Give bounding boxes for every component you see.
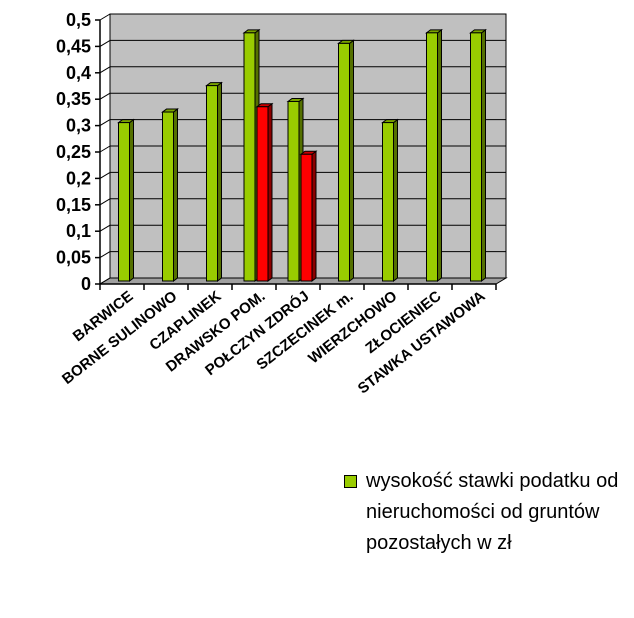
- y-tick-label: 0,3: [66, 116, 91, 136]
- bar: [162, 111, 174, 282]
- bar: [287, 100, 300, 282]
- grid-line-side: [99, 224, 111, 232]
- bar-side: [481, 28, 486, 282]
- bar-side: [129, 118, 134, 282]
- bar-side: [311, 150, 317, 282]
- grid-line-side: [99, 66, 111, 74]
- y-tick-label: 0,4: [66, 63, 91, 83]
- grid-line-side: [99, 251, 111, 259]
- bar-side: [349, 39, 354, 282]
- bar-side: [217, 81, 222, 282]
- bar: [338, 42, 350, 282]
- bar-side: [393, 118, 398, 282]
- grid-line-side: [99, 119, 111, 127]
- bar-secondary: [256, 106, 269, 282]
- y-tick-label: 0,2: [66, 168, 91, 188]
- grid-line-side: [99, 13, 111, 21]
- bar-side: [267, 102, 273, 282]
- bar-secondary: [300, 153, 313, 282]
- bar: [426, 32, 438, 282]
- y-tick-label: 0,5: [66, 10, 91, 30]
- grid-line-side: [99, 92, 111, 100]
- bar: [382, 122, 394, 282]
- bar: [243, 32, 256, 282]
- grid-line-side: [99, 145, 111, 153]
- y-tick-label: 0,45: [56, 36, 91, 56]
- y-tick-label: 0,35: [56, 89, 91, 109]
- grid-line-side: [99, 198, 111, 206]
- bar: [118, 122, 130, 282]
- y-tick-label: 0,05: [56, 248, 91, 268]
- bar: [470, 32, 482, 282]
- grid-line-side: [99, 39, 111, 47]
- y-tick-label: 0,25: [56, 142, 91, 162]
- legend: wysokość stawki podatku od nieruchomości…: [344, 466, 629, 559]
- y-tick-label: 0,15: [56, 195, 91, 215]
- y-tick-label: 0: [81, 274, 91, 294]
- grid-line-side: [99, 277, 111, 285]
- bar: [206, 85, 218, 282]
- legend-label: wysokość stawki podatku od nieruchomości…: [366, 470, 619, 554]
- bar-side: [173, 108, 178, 282]
- grid-line-side: [99, 171, 111, 179]
- y-tick-label: 0,1: [66, 221, 91, 241]
- legend-swatch: [344, 475, 357, 488]
- bar-side: [437, 28, 442, 282]
